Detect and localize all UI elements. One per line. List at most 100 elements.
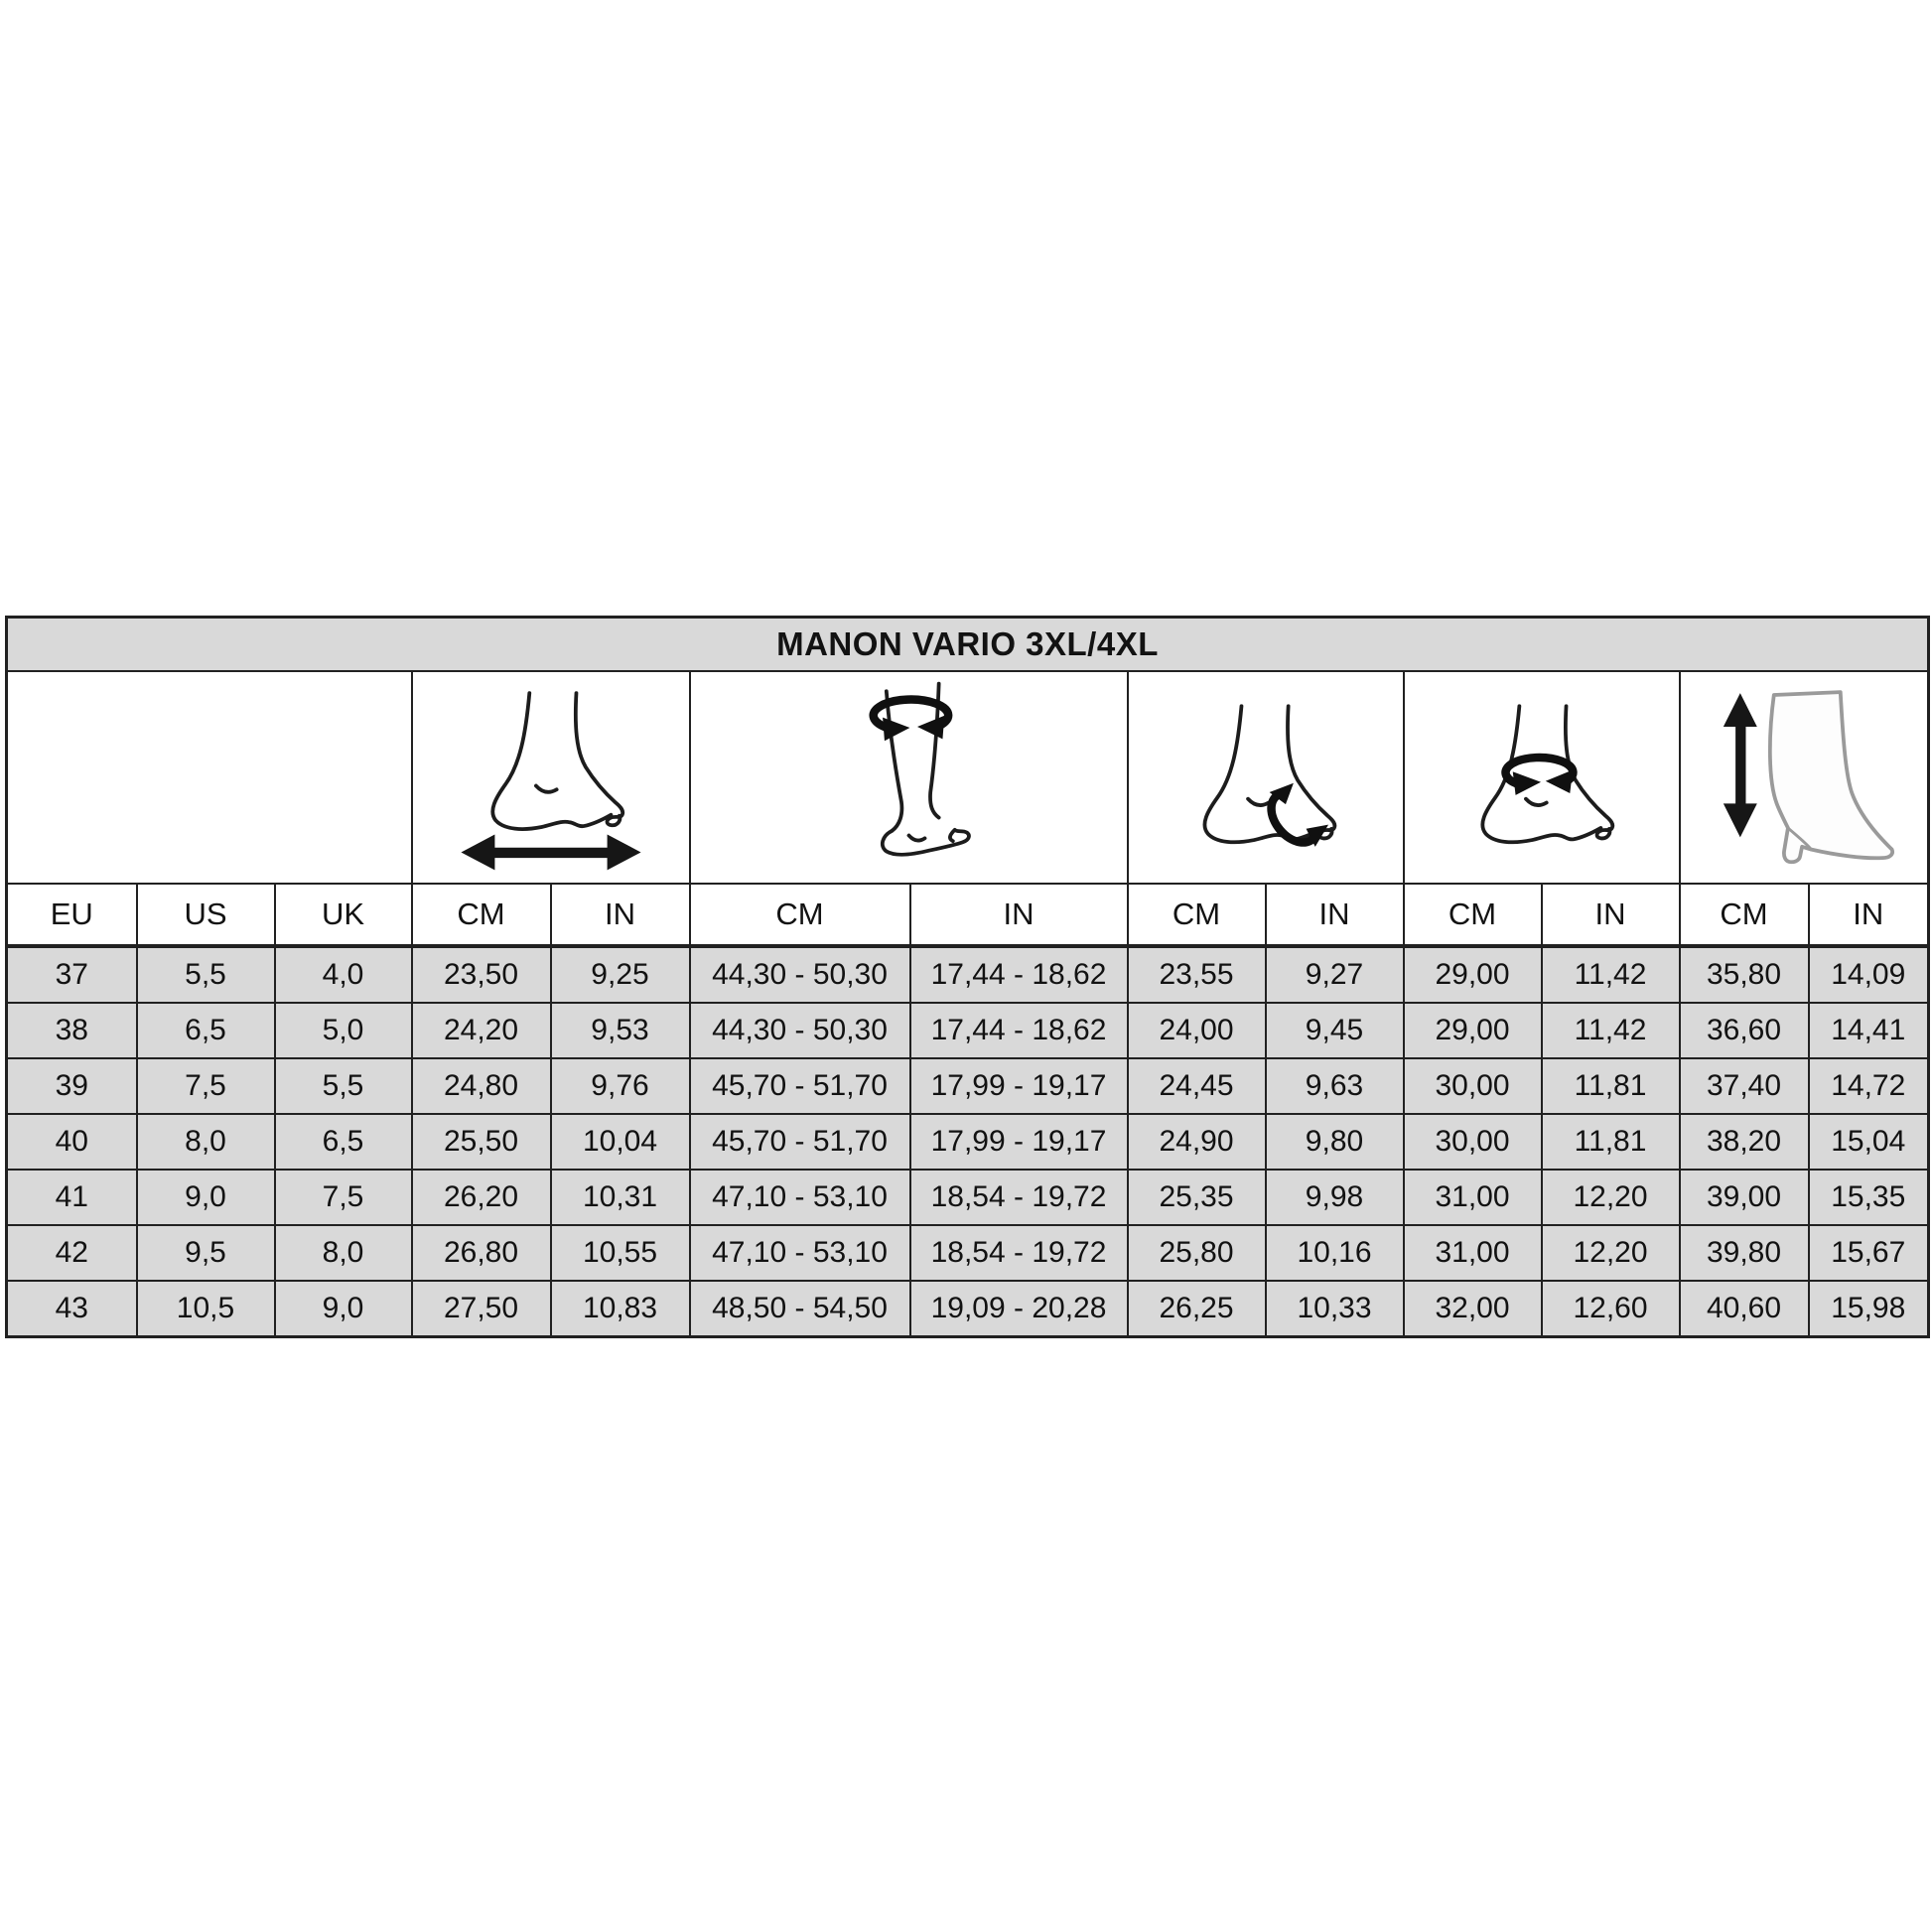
size-cell-in-eu43: 10,83 <box>549 1280 691 1338</box>
size-cell-cm-eu42: 47,10 - 53,10 <box>688 1224 911 1282</box>
size-cell-cm-eu37: 44,30 - 50,30 <box>688 945 911 1004</box>
size-cell-cm-eu38: 29,00 <box>1402 1002 1543 1059</box>
size-cell-eu-eu43: 43 <box>5 1280 138 1338</box>
size-cell-in-eu39: 9,76 <box>549 1057 691 1115</box>
size-cell-cm-eu42: 25,80 <box>1126 1224 1267 1282</box>
size-row-eu-41: 41 9,0 7,5 26,20 10,31 47,10 - 53,10 18,54 - 1… <box>5 1169 1930 1226</box>
size-cell-cm-eu41: 31,00 <box>1402 1169 1543 1226</box>
size-cell-cm-eu42: 26,80 <box>410 1224 552 1282</box>
size-cell-eu-eu37: 37 <box>5 945 138 1004</box>
icon-cell-instep-circumference <box>1126 670 1405 885</box>
size-cell-in-eu41: 18,54 - 19,72 <box>908 1169 1129 1226</box>
size-cell-uk-eu37: 4,0 <box>273 945 413 1004</box>
size-row-eu-37: 37 5,5 4,0 23,50 9,25 44,30 - 50,30 17,44 - 18… <box>5 945 1930 1004</box>
size-cell-in-eu41: 15,35 <box>1807 1169 1930 1226</box>
size-cell-cm-eu39: 30,00 <box>1402 1057 1543 1115</box>
size-row-eu-40: 40 8,0 6,5 25,50 10,04 45,70 - 51,70 17,99 - 1… <box>5 1113 1930 1171</box>
column-header-5-cm: CM <box>688 883 911 948</box>
boot-shaft-height-icon <box>1724 690 1895 865</box>
size-cell-in-eu42: 10,55 <box>549 1224 691 1282</box>
size-row-eu-39: 39 7,5 5,5 24,80 9,76 45,70 - 51,70 17,99 - 19… <box>5 1057 1930 1115</box>
unit-header-row: EU US UK CM IN CM IN CM IN CM IN CM IN <box>5 883 1930 948</box>
size-cell-cm-eu43: 26,25 <box>1126 1280 1267 1338</box>
size-cell-cm-eu40: 25,50 <box>410 1113 552 1171</box>
instep-circumference-icon <box>1202 704 1336 847</box>
column-header-6-in: IN <box>908 883 1129 948</box>
size-cell-eu-eu39: 39 <box>5 1057 138 1115</box>
size-cell-in-eu42: 12,20 <box>1540 1224 1681 1282</box>
icon-row <box>5 670 1930 885</box>
size-cell-cm-eu40: 30,00 <box>1402 1113 1543 1171</box>
icon-cell-ankle-circumference <box>1402 670 1681 885</box>
title-row: MANON VARIO 3XL/4XL <box>5 616 1930 672</box>
size-cell-cm-eu42: 31,00 <box>1402 1224 1543 1282</box>
size-cell-cm-eu39: 45,70 - 51,70 <box>688 1057 911 1115</box>
size-cell-cm-eu38: 24,20 <box>410 1002 552 1059</box>
column-header-4-in: IN <box>549 883 691 948</box>
size-cell-cm-eu38: 36,60 <box>1678 1002 1810 1059</box>
size-cell-in-eu41: 10,31 <box>549 1169 691 1226</box>
column-header-8-in: IN <box>1264 883 1405 948</box>
size-cell-in-eu40: 15,04 <box>1807 1113 1930 1171</box>
size-cell-in-eu37: 9,27 <box>1264 945 1405 1004</box>
ankle-circumference-icon <box>1479 704 1614 845</box>
size-cell-in-eu39: 17,99 - 19,17 <box>908 1057 1129 1115</box>
size-cell-in-eu42: 15,67 <box>1807 1224 1930 1282</box>
size-cell-cm-eu42: 39,80 <box>1678 1224 1810 1282</box>
icon-cell-foot-length <box>410 670 691 885</box>
size-cell-in-eu40: 17,99 - 19,17 <box>908 1113 1129 1171</box>
size-cell-in-eu38: 14,41 <box>1807 1002 1930 1059</box>
size-cell-in-eu41: 12,20 <box>1540 1169 1681 1226</box>
size-cell-cm-eu43: 40,60 <box>1678 1280 1810 1338</box>
size-cell-in-eu43: 15,98 <box>1807 1280 1930 1338</box>
size-cell-uk-eu43: 9,0 <box>273 1280 413 1338</box>
size-cell-in-eu39: 11,81 <box>1540 1057 1681 1115</box>
chart-title: MANON VARIO 3XL/4XL <box>5 616 1930 672</box>
size-cell-cm-eu40: 38,20 <box>1678 1113 1810 1171</box>
size-cell-us-eu39: 7,5 <box>135 1057 276 1115</box>
size-cell-cm-eu38: 24,00 <box>1126 1002 1267 1059</box>
size-cell-in-eu41: 9,98 <box>1264 1169 1405 1226</box>
foot-length-icon <box>460 691 641 871</box>
size-cell-in-eu42: 10,16 <box>1264 1224 1405 1282</box>
size-cell-cm-eu37: 35,80 <box>1678 945 1810 1004</box>
size-row-eu-42: 42 9,5 8,0 26,80 10,55 47,10 - 53,10 18,54 - 1… <box>5 1224 1930 1282</box>
icon-cell-calf-circumference <box>688 670 1129 885</box>
column-header-12-in: IN <box>1807 883 1930 948</box>
size-cell-in-eu37: 17,44 - 18,62 <box>908 945 1129 1004</box>
size-cell-us-eu38: 6,5 <box>135 1002 276 1059</box>
column-header-2-uk: UK <box>273 883 413 948</box>
size-cell-cm-eu43: 32,00 <box>1402 1280 1543 1338</box>
size-cell-cm-eu43: 27,50 <box>410 1280 552 1338</box>
size-cell-in-eu38: 17,44 - 18,62 <box>908 1002 1129 1059</box>
size-cell-eu-eu42: 42 <box>5 1224 138 1282</box>
size-cell-in-eu43: 19,09 - 20,28 <box>908 1280 1129 1338</box>
size-cell-cm-eu41: 39,00 <box>1678 1169 1810 1226</box>
size-cell-cm-eu39: 24,80 <box>410 1057 552 1115</box>
size-cell-cm-eu43: 48,50 - 54,50 <box>688 1280 911 1338</box>
size-cell-cm-eu38: 44,30 - 50,30 <box>688 1002 911 1059</box>
size-cell-in-eu38: 9,45 <box>1264 1002 1405 1059</box>
size-cell-cm-eu41: 47,10 - 53,10 <box>688 1169 911 1226</box>
size-cell-cm-eu37: 29,00 <box>1402 945 1543 1004</box>
size-cell-uk-eu40: 6,5 <box>273 1113 413 1171</box>
size-cell-in-eu38: 11,42 <box>1540 1002 1681 1059</box>
size-chart-table: MANON VARIO 3XL/4XL <box>5 616 1930 1338</box>
size-row-eu-38: 38 6,5 5,0 24,20 9,53 44,30 - 50,30 17,44 - 18… <box>5 1002 1930 1059</box>
column-header-0-eu: EU <box>5 883 138 948</box>
column-header-9-cm: CM <box>1402 883 1543 948</box>
size-cell-cm-eu37: 23,55 <box>1126 945 1267 1004</box>
size-cell-cm-eu40: 45,70 - 51,70 <box>688 1113 911 1171</box>
size-cell-in-eu40: 9,80 <box>1264 1113 1405 1171</box>
size-cell-us-eu42: 9,5 <box>135 1224 276 1282</box>
size-cell-in-eu42: 18,54 - 19,72 <box>908 1224 1129 1282</box>
size-cell-us-eu43: 10,5 <box>135 1280 276 1338</box>
size-cell-in-eu37: 9,25 <box>549 945 691 1004</box>
size-cell-cm-eu39: 24,45 <box>1126 1057 1267 1115</box>
size-cell-uk-eu42: 8,0 <box>273 1224 413 1282</box>
size-cell-us-eu40: 8,0 <box>135 1113 276 1171</box>
size-cell-uk-eu38: 5,0 <box>273 1002 413 1059</box>
size-cell-eu-eu40: 40 <box>5 1113 138 1171</box>
size-cell-us-eu37: 5,5 <box>135 945 276 1004</box>
